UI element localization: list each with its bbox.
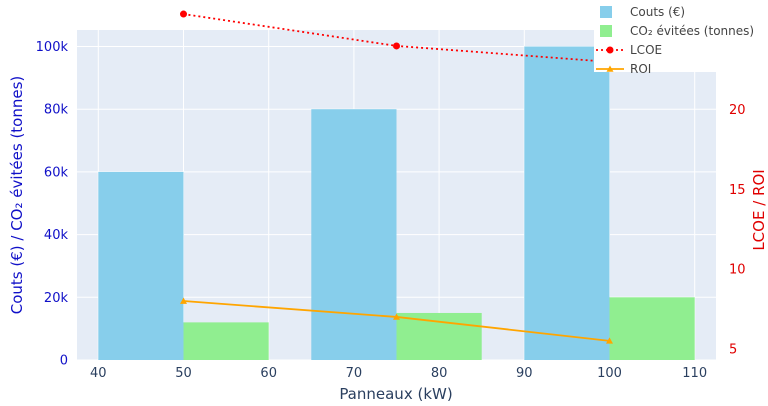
- y-right-tick-label: 15: [729, 183, 746, 198]
- y-right-tick-label: 10: [729, 263, 746, 278]
- legend-label: Couts (€): [630, 5, 685, 19]
- legend-swatch: [600, 6, 612, 18]
- y-right-tick-label: 5: [729, 342, 737, 357]
- data-point: [393, 42, 400, 50]
- legend-label: CO₂ évitées (tonnes): [630, 24, 754, 38]
- bar: [98, 171, 184, 360]
- x-tick-label: 110: [682, 366, 707, 381]
- x-ticks: 40 50 60 70 80 90 100 110: [90, 366, 707, 381]
- y-left-tick-label: 60k: [44, 165, 69, 180]
- bar: [311, 109, 397, 361]
- y-left-tick-label: 40k: [44, 228, 69, 243]
- y-right-axis-title: LCOE / ROI: [750, 169, 768, 250]
- bar: [183, 322, 269, 360]
- x-tick-label: 50: [175, 366, 192, 381]
- data-point: [180, 10, 187, 18]
- x-tick-label: 40: [90, 366, 107, 381]
- x-tick-label: 60: [260, 366, 277, 381]
- x-tick-label: 70: [346, 366, 363, 381]
- y-right-ticks: 5 10 15 20: [729, 103, 746, 357]
- bar: [609, 297, 695, 360]
- y-left-ticks: 0 20k 40k 60k 80k 100k: [36, 40, 69, 369]
- y-left-tick-label: 0: [60, 354, 68, 369]
- legend-swatch: [600, 25, 612, 37]
- legend-marker: [606, 46, 614, 54]
- legend-label: LCOE: [630, 43, 662, 57]
- legend-label: ROI: [630, 62, 651, 76]
- y-right-tick-label: 20: [729, 103, 746, 118]
- bar: [396, 312, 482, 360]
- bar: [524, 46, 610, 360]
- bars: [98, 46, 695, 361]
- x-tick-label: 100: [597, 366, 622, 381]
- x-axis-title: Panneaux (kW): [339, 385, 452, 403]
- y-left-tick-label: 20k: [44, 291, 69, 306]
- data-point: [393, 313, 400, 320]
- legend: Couts (€) CO₂ évitées (tonnes) LCOE ROI: [594, 0, 754, 76]
- data-point: [180, 297, 187, 304]
- data-point: [606, 337, 613, 344]
- legend-marker: [606, 65, 614, 72]
- legend-background: [594, 0, 754, 72]
- y-left-tick-label: 100k: [36, 40, 69, 55]
- y-left-axis-title: Couts (€) / CO₂ évitées (tonnes): [8, 76, 26, 315]
- x-tick-label: 80: [431, 366, 448, 381]
- x-tick-label: 90: [516, 366, 533, 381]
- y-left-tick-label: 80k: [44, 103, 69, 118]
